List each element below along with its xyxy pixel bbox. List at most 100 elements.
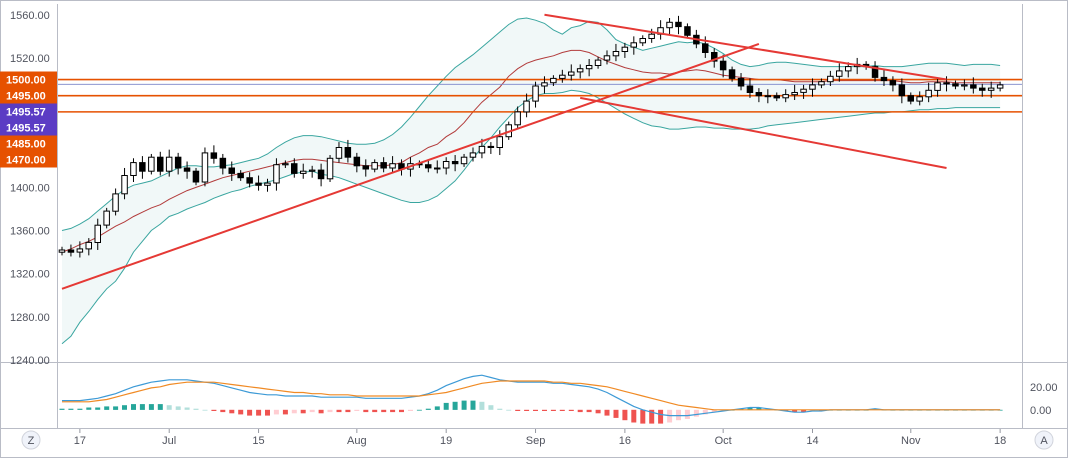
candle [157,151,164,176]
candle [291,158,298,178]
candle [889,76,897,92]
price-pane [58,13,1022,345]
candle [639,35,646,47]
candle [621,42,629,58]
macd-histogram-bar [229,409,235,414]
x-tick-label: Aug [347,435,367,447]
macd-y-tick-label: 20.00 [1030,382,1058,394]
y-tick-label: 1560.00 [10,10,50,22]
trend-line-1[interactable] [544,13,947,81]
candle [711,48,718,68]
macd-histogram-bar [595,409,601,414]
candle [165,149,173,177]
macd-histogram-bar [265,409,270,416]
candle [532,81,539,108]
candle [442,157,450,175]
candle [728,66,736,82]
macd-histogram-bar [756,407,762,410]
macd-histogram-bar [443,402,449,410]
auto-scale-left-button[interactable]: Z [21,430,41,450]
macd-histogram-bar [59,408,65,410]
auto-scale-right-button[interactable]: A [1034,430,1054,450]
candle [880,69,888,86]
candle [121,167,128,200]
candle [559,69,566,83]
y-tick-label: 1240.00 [10,355,50,367]
macd-histogram-bar [515,409,521,411]
macd-histogram-bar [497,408,503,410]
macd-histogram-bar [702,409,708,415]
candle [568,64,575,81]
candle [719,54,727,78]
svg-text:1495.57: 1495.57 [6,123,46,135]
svg-text:1470.00: 1470.00 [6,155,46,167]
x-tick-label: Nov [901,435,921,447]
candle [67,244,75,257]
candle [791,84,798,101]
candle [755,88,763,103]
macd-histogram-bar [122,405,127,410]
candle [317,163,325,187]
macd-histogram-bar [354,409,360,411]
macd-histogram-bar [95,407,101,410]
svg-text:1500.00: 1500.00 [6,75,46,87]
candle [594,56,602,69]
macd-histogram-bar [104,406,110,410]
candle [961,79,968,91]
candle [362,159,369,177]
macd-histogram-bar [390,409,396,413]
trend-line-2[interactable] [580,96,947,169]
candle [907,92,914,105]
macd-histogram-bar [461,400,467,410]
candle [344,139,352,163]
macd-histogram-bar [604,409,610,416]
trend-line-0[interactable] [61,42,760,290]
candle [76,241,84,258]
candle [228,161,235,181]
macd-histogram-bar [586,409,592,413]
y-tick-label: 1400.00 [10,182,50,194]
candle [148,153,155,175]
candle [630,36,637,55]
bollinger-middle-line [61,49,1001,253]
macd-histogram-bar [193,408,199,410]
candle [371,159,378,173]
candle [746,78,754,98]
macd-histogram-bar [184,407,190,410]
candle [782,89,789,103]
macd-histogram-bar [345,409,351,413]
signal-line [62,380,1001,411]
candle [246,172,253,188]
bollinger-band-fill [62,18,1001,344]
macd-histogram-bar [506,409,512,411]
candle [576,64,584,79]
macd-histogram-bar [640,409,646,424]
candle [183,161,191,179]
macd-histogram-bar [381,409,387,413]
svg-text:1495.00: 1495.00 [6,91,46,103]
right-button-label: A [1040,435,1048,447]
candle [308,165,316,178]
y-tick-label: 1360.00 [10,226,50,238]
candle [460,153,468,167]
price-label-badge: 1495.57 [0,119,57,136]
macd-histogram-bar [273,409,279,415]
candle [585,59,593,77]
candle [514,106,521,130]
macd-histogram-bar [533,409,538,411]
candle [201,147,209,187]
candle [85,238,92,256]
time-axis: 17 Jul 15 Aug 19 Sep 16 Oct 14 Nov 18 [74,429,1006,447]
macd-histogram-bar [470,400,476,410]
candle [550,75,557,86]
candle [818,78,825,89]
macd-histogram-bar [175,406,181,410]
macd-histogram-bar [113,406,119,410]
svg-text:1495.57: 1495.57 [6,107,46,119]
macd-histogram-bar [684,409,690,419]
candle [210,145,218,164]
candle [996,81,1004,92]
macd-histogram-bar [148,404,154,410]
macd-histogram-bar [559,409,565,411]
